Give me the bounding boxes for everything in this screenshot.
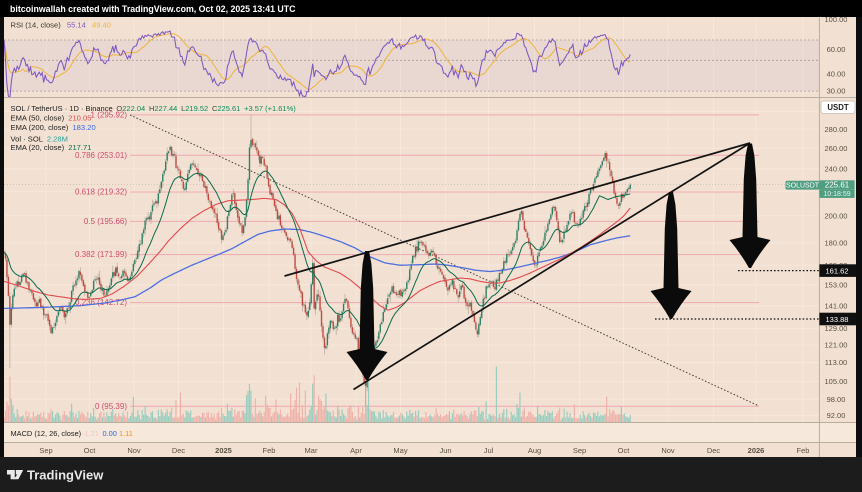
svg-text:113.00: 113.00 [825,358,847,367]
svg-text:Sep: Sep [39,446,52,455]
svg-text:Aug: Aug [528,446,541,455]
svg-text:153.00: 153.00 [825,280,848,289]
svg-text:141.00: 141.00 [825,301,848,310]
svg-text:Dec: Dec [172,446,186,455]
svg-text:0.236 (142.72): 0.236 (142.72) [75,298,127,307]
svg-text:Mar: Mar [305,446,318,455]
svg-text:0.618 (219.32): 0.618 (219.32) [75,188,127,197]
svg-text:2026: 2026 [748,446,765,455]
svg-text:60.00: 60.00 [827,45,846,54]
svg-text:200.00: 200.00 [825,211,848,220]
svg-text:Feb: Feb [263,446,276,455]
svg-text:-1.21: -1.21 [82,429,99,438]
svg-text:May: May [393,446,407,455]
svg-text:Nov: Nov [127,446,141,455]
svg-text:Dec: Dec [707,446,721,455]
svg-text:0.786 (253.01): 0.786 (253.01) [75,151,127,160]
svg-text:bitcoinwallah created with Tra: bitcoinwallah created with TradingView.c… [10,4,296,14]
svg-text:105.00: 105.00 [825,377,848,386]
svg-text:240.00: 240.00 [825,164,848,173]
svg-text:Oct: Oct [84,446,97,455]
svg-text:EMA (20, close) 217.71: EMA (20, close) 217.71 [11,143,92,152]
svg-text:133.88: 133.88 [826,315,849,324]
svg-text:Oct: Oct [618,446,631,455]
svg-text:Vol · SOL 2.28M: Vol · SOL 2.28M [11,134,68,143]
svg-text:10:18:59: 10:18:59 [823,191,850,198]
svg-text:EMA (200, close) 183.20: EMA (200, close) 183.20 [11,123,96,132]
svg-text:161.62: 161.62 [826,266,849,275]
svg-text:USDT: USDT [827,103,848,112]
svg-text:MACD (12, 26, close): MACD (12, 26, close) [11,429,82,438]
svg-text:100.00: 100.00 [825,15,848,24]
svg-text:2025: 2025 [215,446,232,455]
svg-text:Jun: Jun [439,446,451,455]
svg-text:RSI (14, close) 55.14 49.40: RSI (14, close) 55.14 49.40 [11,21,112,30]
svg-text:280.00: 280.00 [825,125,848,134]
svg-text:SOLUSDT: SOLUSDT [786,183,820,190]
svg-text:0.5 (195.66): 0.5 (195.66) [84,217,127,226]
svg-text:40.00: 40.00 [827,69,846,78]
svg-text:260.00: 260.00 [825,144,848,153]
svg-text:Apr: Apr [350,446,362,455]
svg-text:121.00: 121.00 [825,341,848,350]
svg-text:Jul: Jul [484,446,494,455]
svg-text:0 (95.39): 0 (95.39) [95,402,127,411]
svg-text:1.11: 1.11 [119,429,133,438]
svg-text:1 (295.92): 1 (295.92) [91,111,128,120]
svg-text:129.00: 129.00 [825,324,848,333]
svg-text:EMA (50, close) 210.05: EMA (50, close) 210.05 [11,113,92,122]
svg-text:225.61: 225.61 [825,181,850,190]
svg-text:Sep: Sep [573,446,586,455]
svg-text:Nov: Nov [661,446,675,455]
svg-text:0.382 (171.99): 0.382 (171.99) [75,250,127,259]
svg-text:TradingView: TradingView [27,468,104,483]
svg-text:180.00: 180.00 [825,239,848,248]
svg-text:Feb: Feb [797,446,810,455]
svg-text:92.00: 92.00 [827,411,846,420]
svg-text:98.00: 98.00 [827,395,846,404]
svg-text:SOL / TetherUS · 1D · Binance: SOL / TetherUS · 1D · Binance O222.04 H2… [11,104,297,113]
svg-text:30.00: 30.00 [827,87,846,96]
svg-text:0.00: 0.00 [103,429,117,438]
